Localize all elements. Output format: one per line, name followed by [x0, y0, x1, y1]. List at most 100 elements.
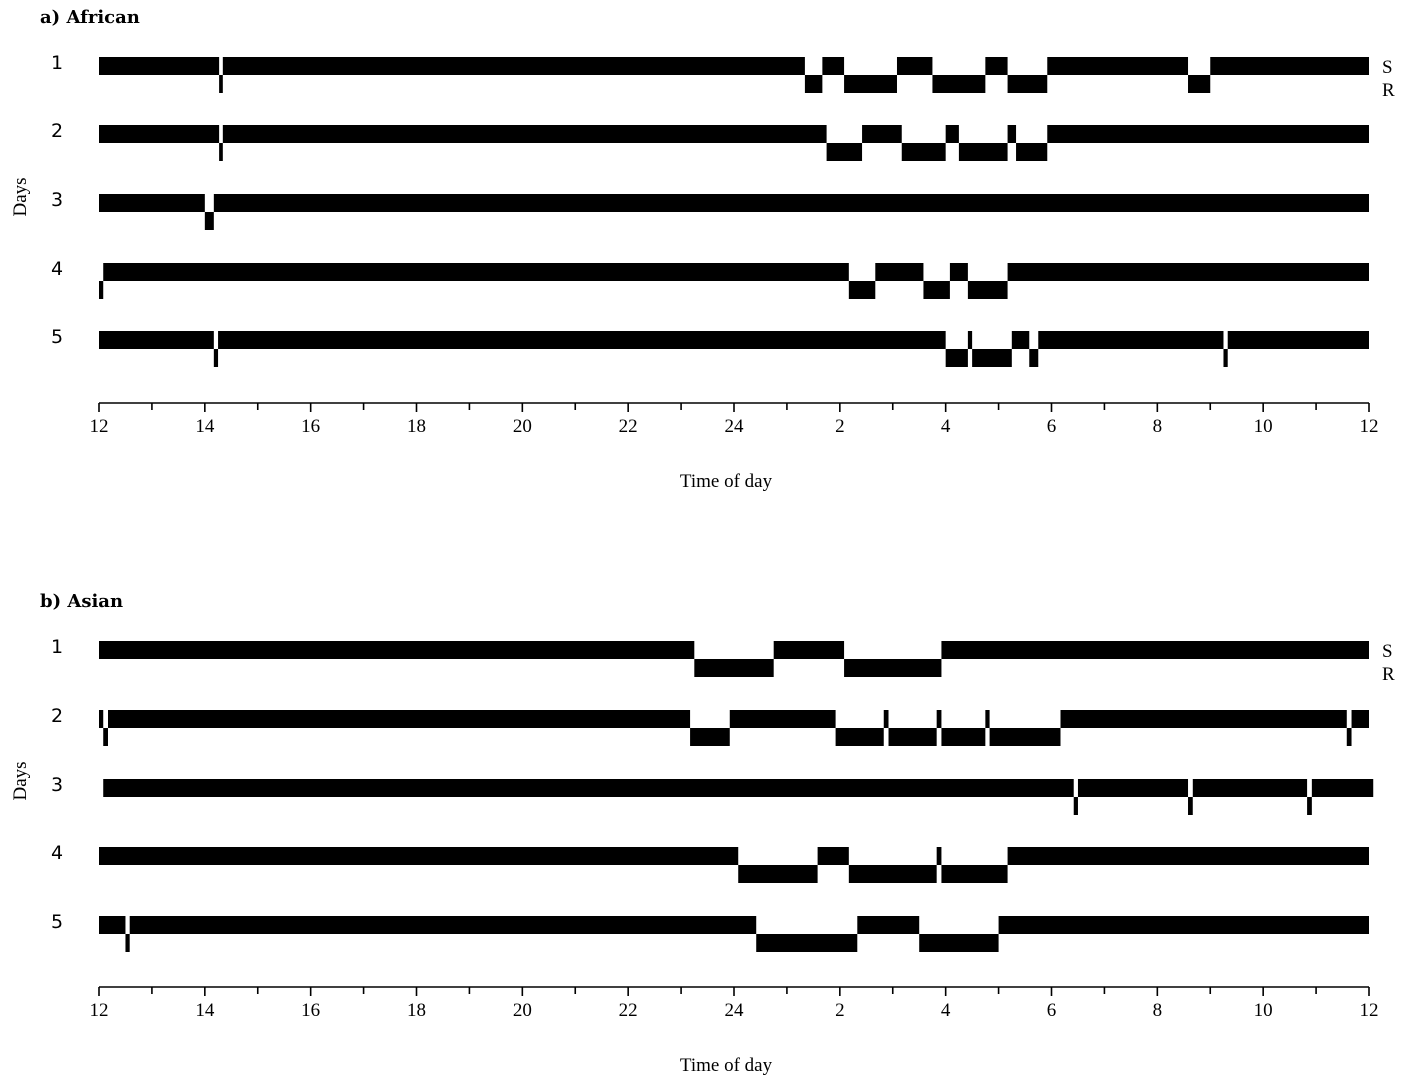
x-tick-label: 24: [725, 1000, 745, 1021]
sleep-segment: [1007, 263, 1369, 281]
rest-segment: [848, 281, 876, 299]
sleep-segment: [967, 331, 973, 349]
sleep-segment: [103, 263, 849, 281]
x-tick-label: 12: [90, 1000, 109, 1021]
rest-segment: [1007, 75, 1048, 93]
sleep-segment: [998, 916, 1369, 934]
sleep-segment: [822, 57, 845, 75]
x-tick-label: 18: [407, 1000, 426, 1021]
x-tick-label: 14: [195, 1000, 215, 1021]
x-tick-label: 20: [513, 1000, 532, 1021]
panel-title: b) Asian: [40, 591, 123, 612]
rest-segment: [919, 934, 999, 952]
day-row: 1: [51, 636, 1369, 677]
x-axis: 12 14 16 18 20 22 24 2 4 6 8 10 12: [90, 402, 1379, 437]
rest-segment: [941, 728, 986, 746]
sleep-segment: [985, 710, 990, 728]
state-label-rest: R: [1382, 80, 1395, 101]
sleep-segment: [108, 710, 691, 728]
day-row: 5: [51, 911, 1369, 952]
rest-segment: [219, 143, 223, 161]
rest-segment: [756, 934, 858, 952]
sleep-segment: [945, 125, 959, 143]
rest-segment: [923, 281, 950, 299]
state-label-sleep: S: [1382, 641, 1393, 662]
y-axis-title: Days: [10, 761, 31, 800]
x-tick-label: 18: [407, 416, 426, 437]
x-tick-label: 2: [835, 416, 845, 437]
day-label: 3: [51, 189, 63, 211]
day-row: 4: [51, 258, 1369, 299]
sleep-segment: [99, 57, 220, 75]
rest-segment: [1188, 75, 1211, 93]
sleep-segment: [1060, 710, 1347, 728]
rest-segment: [941, 865, 1008, 883]
rest-segment: [694, 659, 774, 677]
sleep-segment: [218, 331, 946, 349]
rest-segment: [967, 281, 1008, 299]
day-row: 1: [51, 52, 1369, 93]
day-row: 3: [51, 189, 1370, 230]
x-tick-label: 12: [90, 416, 109, 437]
x-tick-label: 10: [1254, 1000, 1273, 1021]
sleep-segment: [729, 710, 836, 728]
rest-segment: [958, 143, 1008, 161]
rest-segment: [848, 865, 937, 883]
sleep-segment: [875, 263, 924, 281]
rest-segment: [1346, 728, 1352, 746]
sleep-segment: [1038, 331, 1224, 349]
rest-segment: [204, 212, 214, 230]
x-tick-label: 20: [513, 416, 532, 437]
rest-segment: [844, 659, 942, 677]
rest-segment: [213, 349, 219, 367]
rest-segment: [989, 728, 1061, 746]
day-label: 5: [51, 911, 63, 933]
day-row: 2: [51, 705, 1369, 746]
x-tick-label: 4: [941, 1000, 951, 1021]
sleep-segment: [1311, 779, 1374, 797]
state-label-rest: R: [1382, 664, 1395, 685]
day-label: 1: [51, 52, 63, 74]
sleep-segment: [222, 57, 805, 75]
sleep-segment: [936, 847, 942, 865]
sleep-segment: [1007, 847, 1369, 865]
sleep-segment: [99, 847, 739, 865]
rest-segment: [1029, 349, 1039, 367]
x-tick-label: 16: [301, 1000, 320, 1021]
day-label: 3: [51, 774, 63, 796]
x-axis: 12 14 16 18 20 22 24 2 4 6 8 10 12: [90, 986, 1379, 1021]
day-row: 2: [51, 120, 1369, 161]
sleep-segment: [936, 710, 942, 728]
sleep-segment: [1192, 779, 1308, 797]
day-row: 3: [51, 774, 1374, 815]
x-tick-label: 10: [1254, 416, 1273, 437]
rest-segment: [690, 728, 730, 746]
day-label: 2: [51, 120, 63, 142]
sleep-segment: [99, 641, 695, 659]
x-tick-label: 6: [1047, 416, 1057, 437]
day-label: 5: [51, 326, 63, 348]
rest-segment: [945, 349, 968, 367]
day-label: 1: [51, 636, 63, 658]
sleep-segment: [773, 641, 845, 659]
rest-segment: [835, 728, 884, 746]
rest-segment: [219, 75, 223, 93]
x-tick-label: 4: [941, 416, 951, 437]
rest-segment: [738, 865, 818, 883]
x-tick-label: 22: [619, 1000, 638, 1021]
x-tick-label: 14: [195, 416, 215, 437]
x-tick-label: 24: [725, 416, 745, 437]
sleep-segment: [99, 916, 126, 934]
x-tick-label: 12: [1360, 416, 1379, 437]
day-rows: 1 2 3 4 5: [51, 52, 1370, 367]
day-row: 5: [51, 326, 1369, 367]
state-label-sleep: S: [1382, 57, 1393, 78]
rest-segment: [125, 934, 130, 952]
sleep-segment: [896, 57, 933, 75]
day-rows: 1 2 3 4 5: [51, 636, 1374, 952]
sleep-segment: [1077, 779, 1189, 797]
rest-segment: [1188, 797, 1193, 815]
